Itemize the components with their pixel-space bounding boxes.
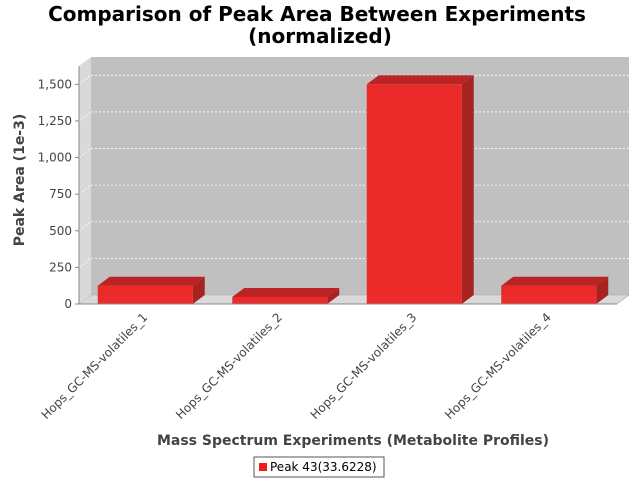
bar-3 [366,75,474,304]
y-tick-label: 250 [49,260,72,274]
chart-title-line2: (normalized) [248,24,392,48]
x-tick-label: Hops_GC-MS-volatiles_3 [308,310,420,422]
chart-title-line1: Comparison of Peak Area Between Experime… [48,2,586,26]
bar-top-4 [501,276,609,286]
plot-left-wall [79,57,91,304]
y-axis-label: Peak Area (1e-3) [12,114,28,247]
bar-side-4 [596,276,609,304]
bar-side-3 [461,75,474,304]
bar-2 [232,287,340,304]
bar-1 [97,276,205,304]
bar-side-1 [192,276,205,304]
legend: Peak 43(33.6228) [253,456,385,478]
y-tick-label: 1,000 [38,151,72,165]
x-axis-ticks: Hops_GC-MS-volatiles_1 Hops_GC-MS-volatil… [39,310,554,422]
gridline-wall-500 [78,221,92,232]
gridlines [78,74,629,268]
x-tick-label: Hops_GC-MS-volatiles_4 [442,310,554,422]
gridline-wall-1000 [78,148,92,158]
gridline-wall-1250 [78,111,92,122]
bar-top-1 [97,276,205,286]
y-tick-label: 1,500 [38,77,72,91]
bar-face-3 [366,84,462,304]
bar-face-2 [232,296,328,304]
bar-top-3 [366,75,474,85]
y-tick-label: 0 [64,297,72,311]
bar-side-2 [327,287,340,304]
bar-4 [501,276,609,304]
bars-group [97,75,609,304]
bar-top-2 [232,287,340,297]
y-tick-label: 750 [49,187,72,201]
legend-label: Peak 43(33.6228) [270,460,377,474]
bar-face-4 [501,285,597,304]
legend-swatch [259,463,267,471]
axes [78,66,617,305]
gridline-wall-1500 [78,74,92,85]
y-tick-label: 500 [49,224,72,238]
legend-box [253,456,385,478]
gridline-wall-750 [78,184,92,195]
x-axis-label: Mass Spectrum Experiments (Metabolite Pr… [157,433,549,449]
plot-back-wall [91,57,629,295]
x-tick-label: Hops_GC-MS-volatiles_2 [173,310,285,422]
bar-face-1 [97,285,193,304]
x-tick-label: Hops_GC-MS-volatiles_1 [39,310,151,422]
y-axis-ticks: 0 250 500 750 1,000 1,250 1,500 [38,77,79,311]
gridline-wall-250 [78,258,92,268]
y-tick-label: 1,250 [38,114,72,128]
plot-area [78,57,630,305]
